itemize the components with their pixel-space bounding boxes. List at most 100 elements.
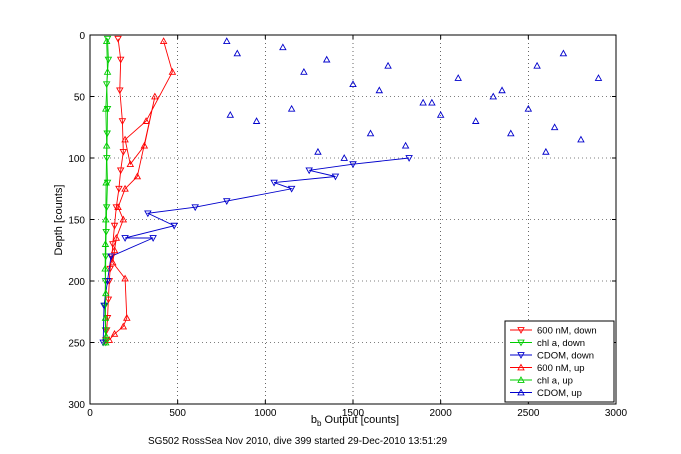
data-point: [226, 111, 235, 118]
data-point: [498, 86, 506, 94]
legend-label: CDOM, up: [537, 388, 582, 399]
data-point: [101, 240, 110, 247]
data-point: [314, 147, 322, 155]
y-tick-label: 0: [79, 31, 85, 42]
data-point: [119, 215, 128, 223]
data-point: [159, 37, 168, 44]
data-point: [594, 74, 603, 81]
x-tick-label: 3000: [605, 408, 628, 419]
data-point: [123, 313, 131, 321]
series-layer: [99, 35, 603, 347]
data-point: [109, 258, 117, 266]
data-point: [300, 67, 308, 75]
grid-lines: [90, 35, 616, 404]
data-point: [112, 234, 121, 241]
data-point: [577, 135, 585, 143]
data-point: [533, 61, 541, 69]
data-point: [119, 322, 128, 330]
data-point: [222, 198, 231, 205]
x-axis-label: bb Output [counts]: [311, 414, 399, 428]
y-tick-label: 150: [68, 216, 85, 227]
data-point: [110, 222, 119, 230]
data-point: [102, 204, 111, 212]
legend-swatch-marker: [517, 388, 525, 396]
y-axis-label: Depth [counts]: [53, 185, 65, 256]
data-point: [102, 228, 110, 236]
data-point: [144, 210, 152, 218]
data-point: [116, 87, 124, 95]
legend-swatch-marker: [517, 352, 525, 359]
data-point: [191, 204, 199, 212]
legend-item: CDOM, up: [510, 388, 582, 399]
data-point: [102, 37, 111, 44]
data-point: [384, 61, 392, 69]
data-point: [109, 241, 117, 249]
data-point: [550, 123, 559, 131]
series-2: [99, 155, 413, 347]
data-point: [222, 37, 231, 44]
legend-swatch-marker: [517, 363, 525, 371]
data-point: [340, 154, 348, 161]
data-point: [102, 338, 110, 346]
data-point: [116, 167, 125, 175]
data-point: [102, 253, 110, 261]
data-point: [287, 185, 296, 193]
x-tick-label: 2000: [430, 408, 453, 419]
data-point: [507, 129, 515, 137]
data-point: [102, 141, 111, 149]
data-point: [101, 313, 110, 321]
legend-item: 600 nM, down: [510, 326, 597, 337]
series-line: [108, 40, 173, 341]
data-point: [102, 104, 110, 112]
data-point: [119, 148, 128, 156]
data-point: [121, 235, 129, 242]
x-tick-label: 1500: [342, 408, 365, 419]
legend-item: 600 nM, up: [510, 363, 585, 374]
legend-label: chl a, down: [537, 338, 585, 349]
data-point: [102, 178, 110, 186]
data-point: [419, 98, 427, 106]
data-point: [405, 155, 413, 162]
series-line: [105, 38, 124, 341]
data-point: [103, 315, 112, 322]
legend-item: CDOM, down: [510, 351, 594, 362]
data-point: [118, 118, 127, 126]
y-tick-label: 300: [68, 400, 85, 411]
legend-box: [504, 320, 615, 403]
data-point: [140, 141, 149, 149]
data-point: [151, 92, 159, 100]
data-point: [121, 184, 129, 192]
data-point: [489, 92, 498, 100]
data-point: [101, 264, 109, 272]
data-point: [110, 329, 119, 337]
data-point: [106, 265, 114, 273]
x-tick-label: 2500: [517, 408, 540, 419]
data-point: [322, 55, 331, 63]
data-point: [116, 56, 125, 64]
series-5: [222, 37, 603, 161]
series-line: [104, 41, 108, 343]
figure-caption: SG502 RossSea Nov 2010, dive 399 started…: [148, 436, 448, 447]
data-point: [105, 336, 114, 343]
data-point: [170, 222, 178, 230]
data-point: [252, 117, 261, 124]
x-axis-ticks: 0 500 1000 1500 2000 2500 3000: [87, 35, 628, 419]
data-point: [401, 141, 410, 149]
data-point: [305, 167, 313, 175]
data-point: [102, 215, 110, 223]
data-point: [375, 86, 384, 94]
legend-label: 600 nM, up: [537, 363, 585, 374]
legend-item: chl a, down: [510, 338, 585, 349]
data-point: [121, 274, 129, 282]
data-point: [454, 74, 462, 81]
data-point: [270, 179, 278, 187]
plot-area: 0 500 1000 1500 2000 2500 3000 0 50 100 150 200 250…: [68, 31, 627, 419]
data-point: [103, 67, 112, 75]
data-point: [126, 160, 135, 168]
data-point: [471, 117, 480, 124]
data-point: [524, 104, 533, 112]
series-3: [105, 37, 177, 343]
legend-swatch-marker: [517, 376, 525, 383]
